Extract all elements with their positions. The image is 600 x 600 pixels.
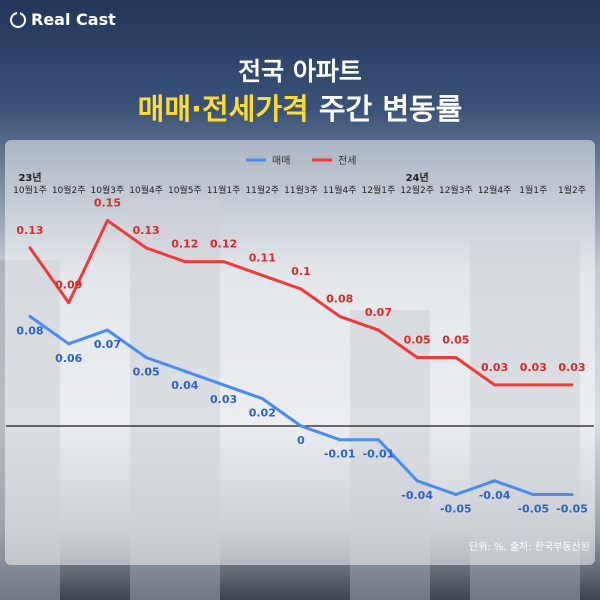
data-label: 0.08 <box>16 324 43 337</box>
x-tick-label: 12월2주 <box>400 184 434 196</box>
data-point <box>105 219 109 222</box>
data-point <box>105 328 109 332</box>
data-label: 0.04 <box>171 379 198 392</box>
year-label: 24년 <box>406 171 429 184</box>
x-tick-label: 10월3주 <box>91 184 125 196</box>
title-highlight: 매매·전세가격 <box>137 92 309 126</box>
data-point <box>376 328 380 332</box>
data-point <box>260 273 264 277</box>
data-point <box>67 301 71 305</box>
data-label: 0.13 <box>133 224 160 237</box>
data-point <box>299 287 303 291</box>
data-label: -0.05 <box>440 503 472 516</box>
logo-text: Real Cast <box>31 10 116 29</box>
data-label: 0.02 <box>249 407 276 420</box>
data-point <box>260 397 264 401</box>
data-label: 0.05 <box>442 334 469 347</box>
data-point <box>376 438 380 442</box>
data-label: 0.09 <box>55 279 82 292</box>
x-tick-label: 11월1주 <box>207 184 241 196</box>
data-label: 0.07 <box>365 306 392 319</box>
year-label: 23년 <box>18 171 41 184</box>
data-label: 0.03 <box>481 361 508 374</box>
title-rest: 주간 변동률 <box>318 92 463 126</box>
chart-panel <box>5 140 595 565</box>
x-tick-label: 10월5주 <box>168 184 202 196</box>
data-label: 0.03 <box>520 361 547 374</box>
x-tick-label: 12월1주 <box>362 184 396 196</box>
data-point <box>183 369 187 373</box>
data-label: 0.13 <box>16 224 43 237</box>
legend-label: 매매 <box>272 155 290 167</box>
data-label: 0.03 <box>210 393 237 406</box>
x-tick-label: 11월4주 <box>323 184 357 196</box>
data-point <box>299 424 303 428</box>
data-label: 0.05 <box>404 334 431 347</box>
data-label: 0.1 <box>291 265 311 278</box>
data-point <box>454 493 458 496</box>
data-label: -0.04 <box>401 489 433 502</box>
data-label: -0.01 <box>324 448 356 461</box>
data-point <box>415 479 419 483</box>
logo: Real Cast <box>10 10 116 29</box>
data-label: 0.06 <box>55 352 82 365</box>
data-label: 0.11 <box>249 251 276 264</box>
data-point <box>144 246 148 250</box>
x-tick-label: 12월4주 <box>478 184 512 196</box>
data-label: -0.05 <box>556 503 588 516</box>
data-label: 0.07 <box>94 338 121 351</box>
data-point <box>531 383 535 387</box>
x-tick-label: 10월4주 <box>129 184 163 196</box>
title-line-2: 매매·전세가격 주간 변동률 <box>0 86 600 128</box>
source-note: 단위: %, 출처: 한국부동산원 <box>469 542 590 553</box>
data-point <box>531 493 535 496</box>
title-line-1: 전국 아파트 <box>238 57 362 86</box>
data-label: 0.03 <box>558 361 585 374</box>
data-label: 0.12 <box>210 238 237 251</box>
x-tick-label: 12월3주 <box>439 184 473 196</box>
data-point <box>144 356 148 359</box>
data-label: 0.05 <box>133 366 160 379</box>
data-point <box>493 383 497 387</box>
data-point <box>415 356 419 359</box>
data-label: 0.15 <box>94 197 121 210</box>
data-point <box>28 246 32 250</box>
data-label: 0 <box>297 434 305 447</box>
data-label: 0.12 <box>171 238 198 251</box>
data-label: -0.01 <box>363 448 395 461</box>
data-point <box>493 479 497 483</box>
logo-icon <box>10 10 26 28</box>
data-point <box>338 438 342 442</box>
x-tick-label: 10월2주 <box>52 184 86 196</box>
x-tick-label: 11월2주 <box>245 184 279 196</box>
legend-label: 전세 <box>338 155 356 167</box>
data-point <box>570 493 574 496</box>
data-label: -0.05 <box>517 503 549 516</box>
data-point <box>570 383 574 387</box>
data-point <box>28 314 32 318</box>
data-label: 0.08 <box>326 292 353 305</box>
data-point <box>183 260 187 264</box>
x-tick-label: 11월3주 <box>284 184 318 196</box>
data-point <box>222 260 226 264</box>
x-tick-label: 10월1주 <box>13 184 47 196</box>
data-point <box>454 356 458 359</box>
data-label: -0.04 <box>479 489 511 502</box>
data-point <box>67 342 71 346</box>
x-tick-label: 1월1주 <box>519 184 547 196</box>
data-point <box>338 314 342 318</box>
x-tick-label: 1월2주 <box>558 184 586 196</box>
data-point <box>222 383 226 387</box>
